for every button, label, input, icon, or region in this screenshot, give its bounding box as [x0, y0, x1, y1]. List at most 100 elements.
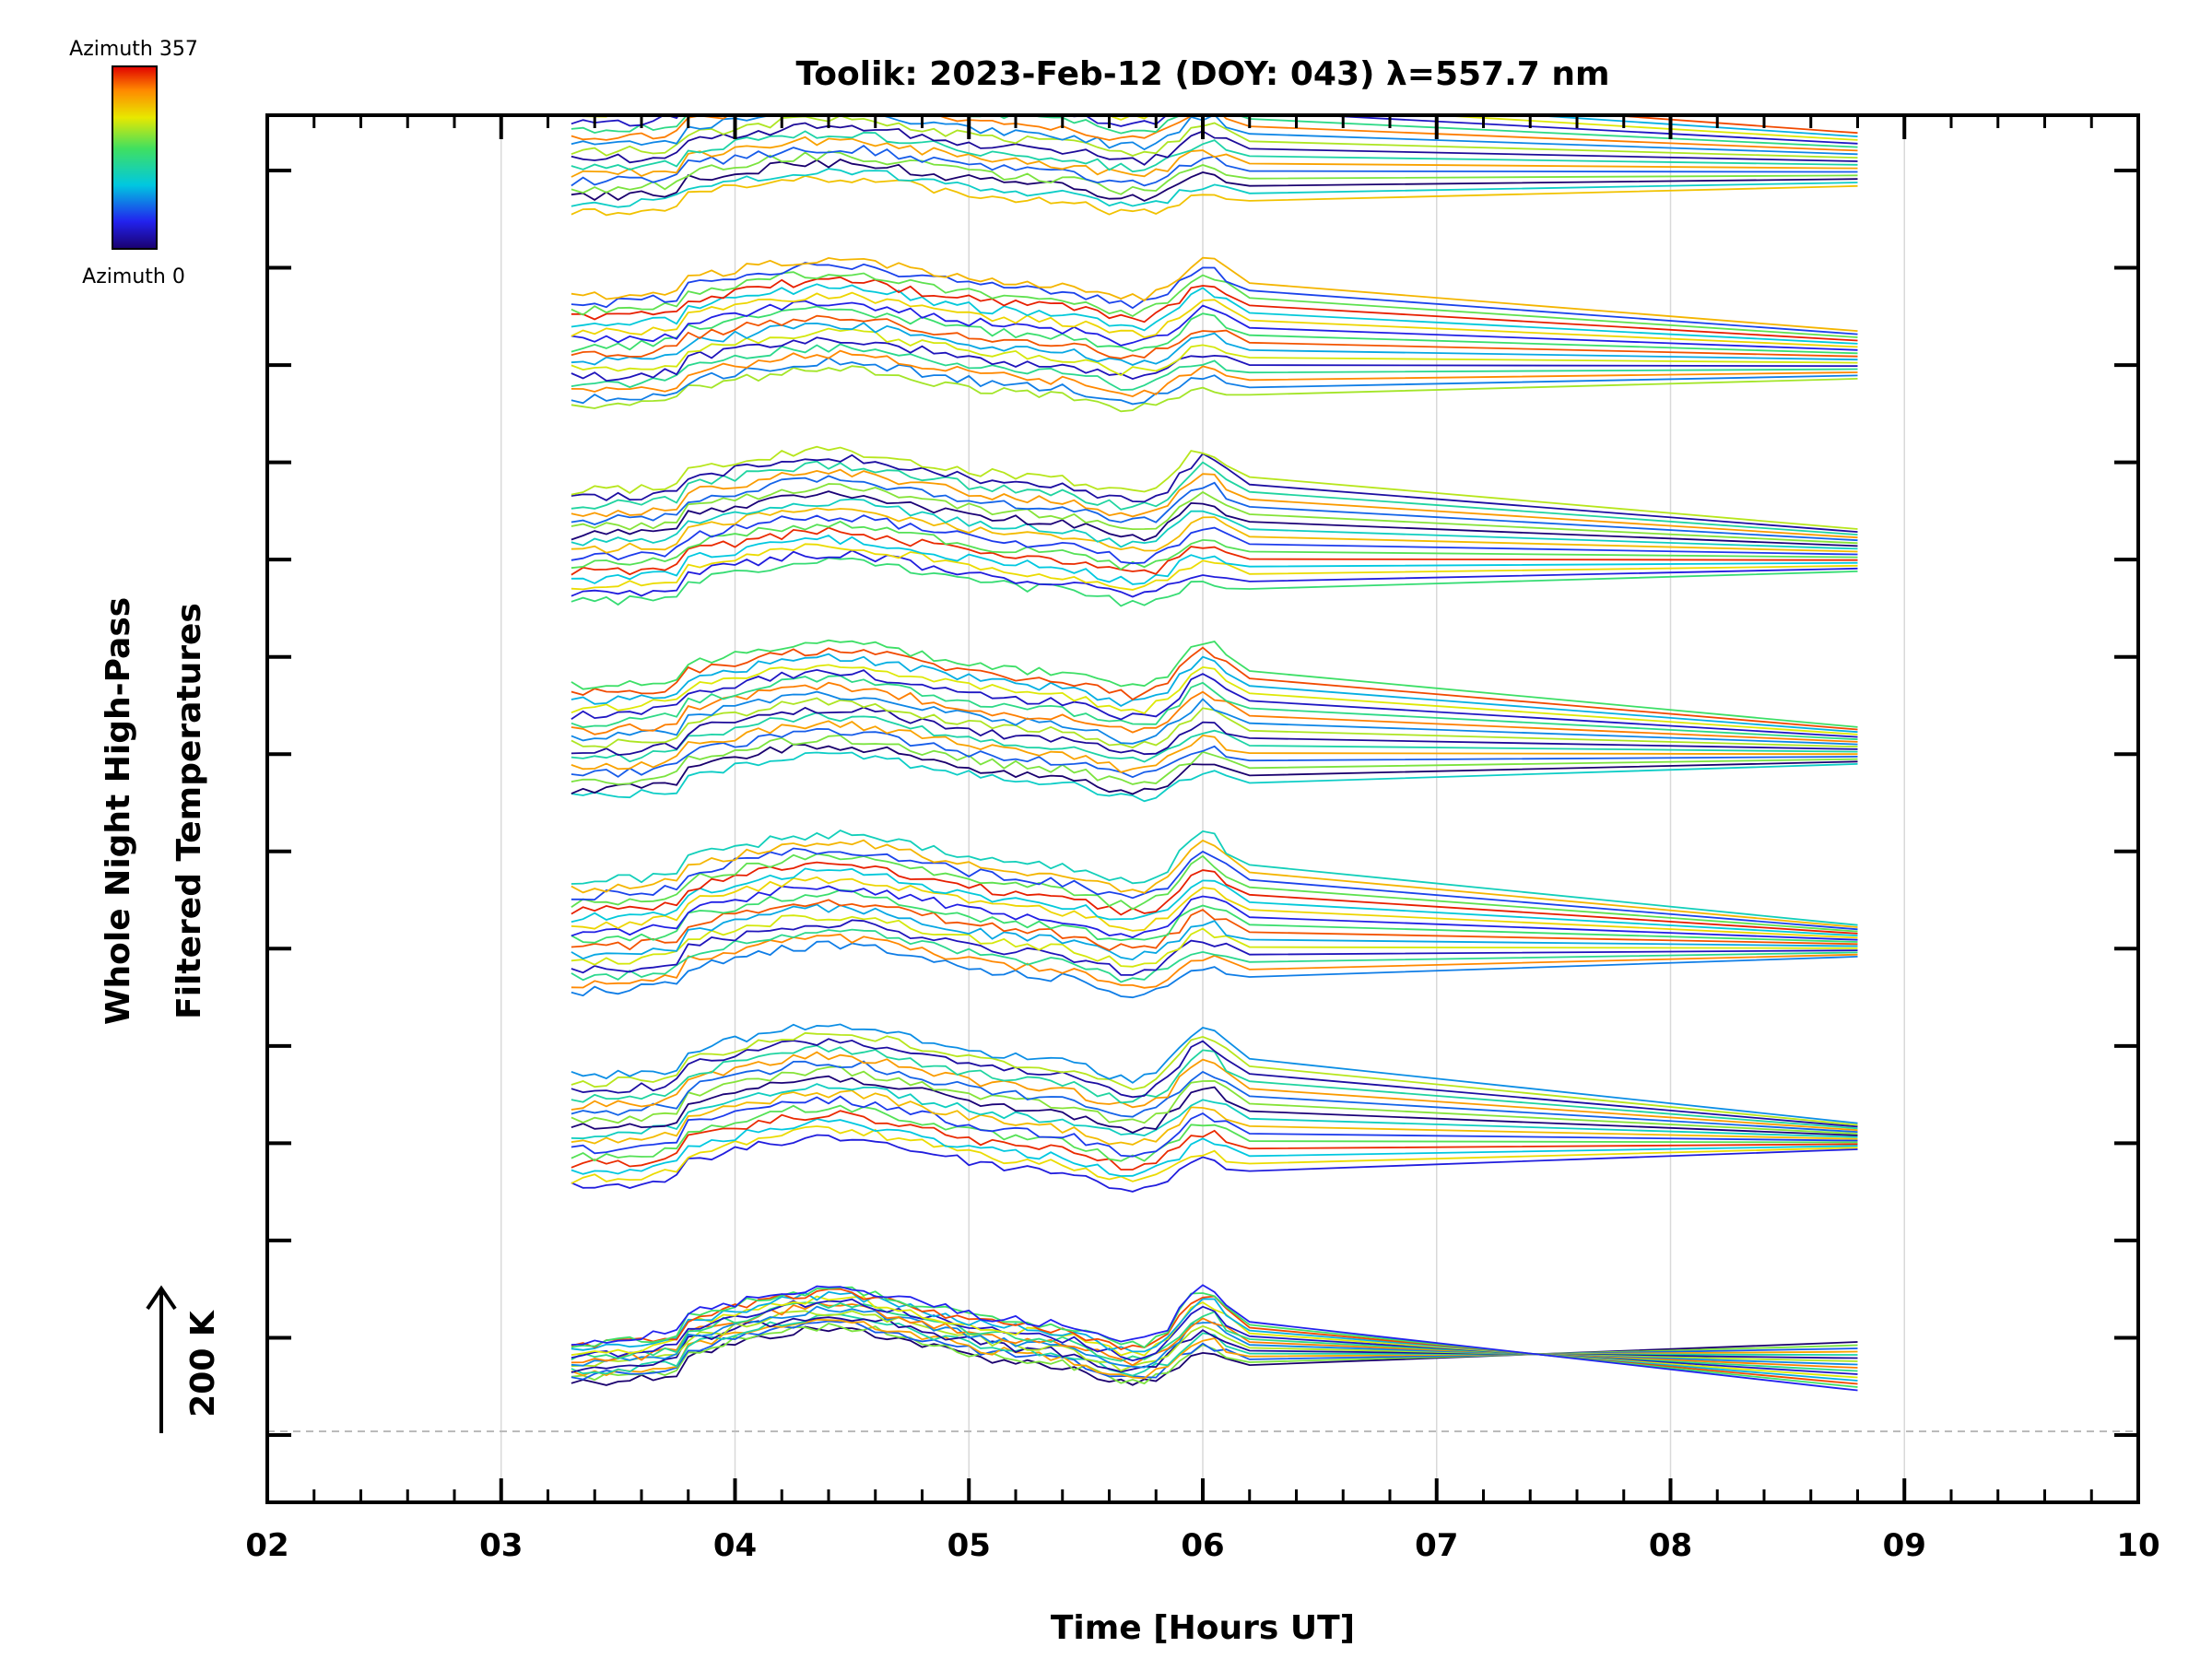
series-line — [571, 847, 1858, 931]
colorbar-bottom-label: Azimuth 0 — [82, 265, 185, 288]
series-line — [571, 876, 1858, 939]
y-axis-label-line1: Whole Night High-Pass — [100, 597, 137, 1025]
x-tick-labels: 02 03 04 05 06 07 08 09 10 — [245, 1527, 2159, 1564]
colorbar: Azimuth 357 Azimuth 0 — [69, 38, 198, 288]
series-line — [571, 549, 1858, 598]
series-line — [571, 115, 1858, 156]
series-line — [571, 336, 1858, 382]
series-line — [571, 903, 1858, 961]
series-line — [571, 271, 1858, 338]
series-line — [571, 300, 1858, 351]
series-line — [571, 1125, 1858, 1184]
series-line — [571, 507, 1858, 554]
series-line — [571, 526, 1858, 576]
series-line — [571, 453, 1858, 533]
series-line — [571, 314, 1858, 359]
series-line — [571, 557, 1858, 607]
series-line — [571, 743, 1858, 795]
series-line — [571, 681, 1858, 743]
series-line — [571, 343, 1858, 391]
series-line — [571, 150, 1858, 195]
x-tick-label: 04 — [713, 1527, 757, 1564]
series-line — [571, 1083, 1858, 1140]
x-tick-label: 02 — [245, 1527, 288, 1564]
series-line — [571, 751, 1858, 803]
x-tick-label: 09 — [1883, 1527, 1926, 1564]
series-line — [571, 520, 1858, 571]
series-line — [571, 1095, 1858, 1158]
series-line — [571, 256, 1858, 332]
series-line — [571, 327, 1858, 377]
series-line — [571, 1075, 1858, 1136]
series-line — [571, 468, 1858, 539]
series-line — [571, 727, 1858, 779]
series-line — [571, 861, 1858, 935]
series-line — [571, 919, 1858, 976]
series-line — [571, 168, 1858, 208]
series-line — [571, 543, 1858, 591]
series-line — [571, 867, 1858, 936]
series-line — [571, 475, 1858, 542]
series-line — [571, 1051, 1858, 1132]
series-line — [571, 158, 1858, 202]
scale-bar: 200 K — [146, 1285, 222, 1433]
series-line — [573, 115, 1858, 141]
chart-title: Toolik: 2023-Feb-12 (DOY: 043) λ=557.7 n… — [796, 55, 1610, 93]
x-tick-label: 05 — [947, 1527, 991, 1564]
series-line — [571, 1310, 1858, 1372]
series-line — [571, 276, 1858, 342]
series-line — [571, 899, 1858, 952]
x-tick-label: 08 — [1649, 1527, 1692, 1564]
series-line — [571, 1038, 1858, 1128]
series-line — [571, 639, 1858, 728]
series-line — [571, 1284, 1858, 1392]
x-tick-label: 07 — [1415, 1527, 1458, 1564]
series-line — [571, 445, 1858, 530]
series-line — [571, 735, 1858, 785]
colorbar-top-label: Azimuth 357 — [69, 38, 198, 61]
series-line — [571, 1089, 1858, 1146]
series-line — [571, 1318, 1858, 1380]
x-tick-label: 06 — [1181, 1527, 1224, 1564]
scale-bar-arrow-head — [146, 1285, 177, 1311]
series-line — [571, 357, 1858, 406]
series-line — [571, 135, 1858, 178]
series-line — [571, 291, 1858, 348]
series-line — [571, 697, 1858, 749]
series-line — [571, 1065, 1858, 1135]
series-line — [571, 1290, 1858, 1382]
series-line — [571, 115, 1858, 159]
series-line — [571, 690, 1858, 746]
series-line — [571, 1031, 1858, 1126]
x-tick-label: 10 — [2116, 1527, 2159, 1564]
series-line — [571, 144, 1858, 187]
series-line — [571, 130, 1858, 173]
x-axis-label: Time [Hours UT] — [1051, 1609, 1355, 1647]
series-line — [571, 853, 1858, 933]
series-line — [571, 675, 1858, 741]
series-line — [571, 1023, 1858, 1124]
scale-bar-label: 200 K — [184, 1310, 222, 1418]
series-line — [571, 885, 1858, 941]
series-line — [571, 668, 1858, 738]
series-line — [571, 115, 1858, 145]
series-line — [571, 535, 1858, 585]
series-line — [571, 914, 1858, 968]
series-line — [571, 1104, 1858, 1162]
series-line — [571, 283, 1858, 345]
series-line — [571, 1325, 1858, 1386]
series-line — [571, 322, 1858, 366]
series-line — [571, 1313, 1858, 1377]
colorbar-gradient — [112, 65, 158, 250]
series-line — [571, 940, 1858, 999]
series-line — [571, 365, 1858, 413]
series-line — [571, 122, 1858, 166]
axis-ticks — [265, 115, 2140, 1502]
series-line — [571, 1118, 1858, 1177]
series-line — [571, 829, 1858, 926]
series-line — [571, 115, 1858, 152]
series-line — [571, 498, 1858, 550]
series-line — [571, 514, 1858, 565]
series-line — [571, 349, 1858, 398]
